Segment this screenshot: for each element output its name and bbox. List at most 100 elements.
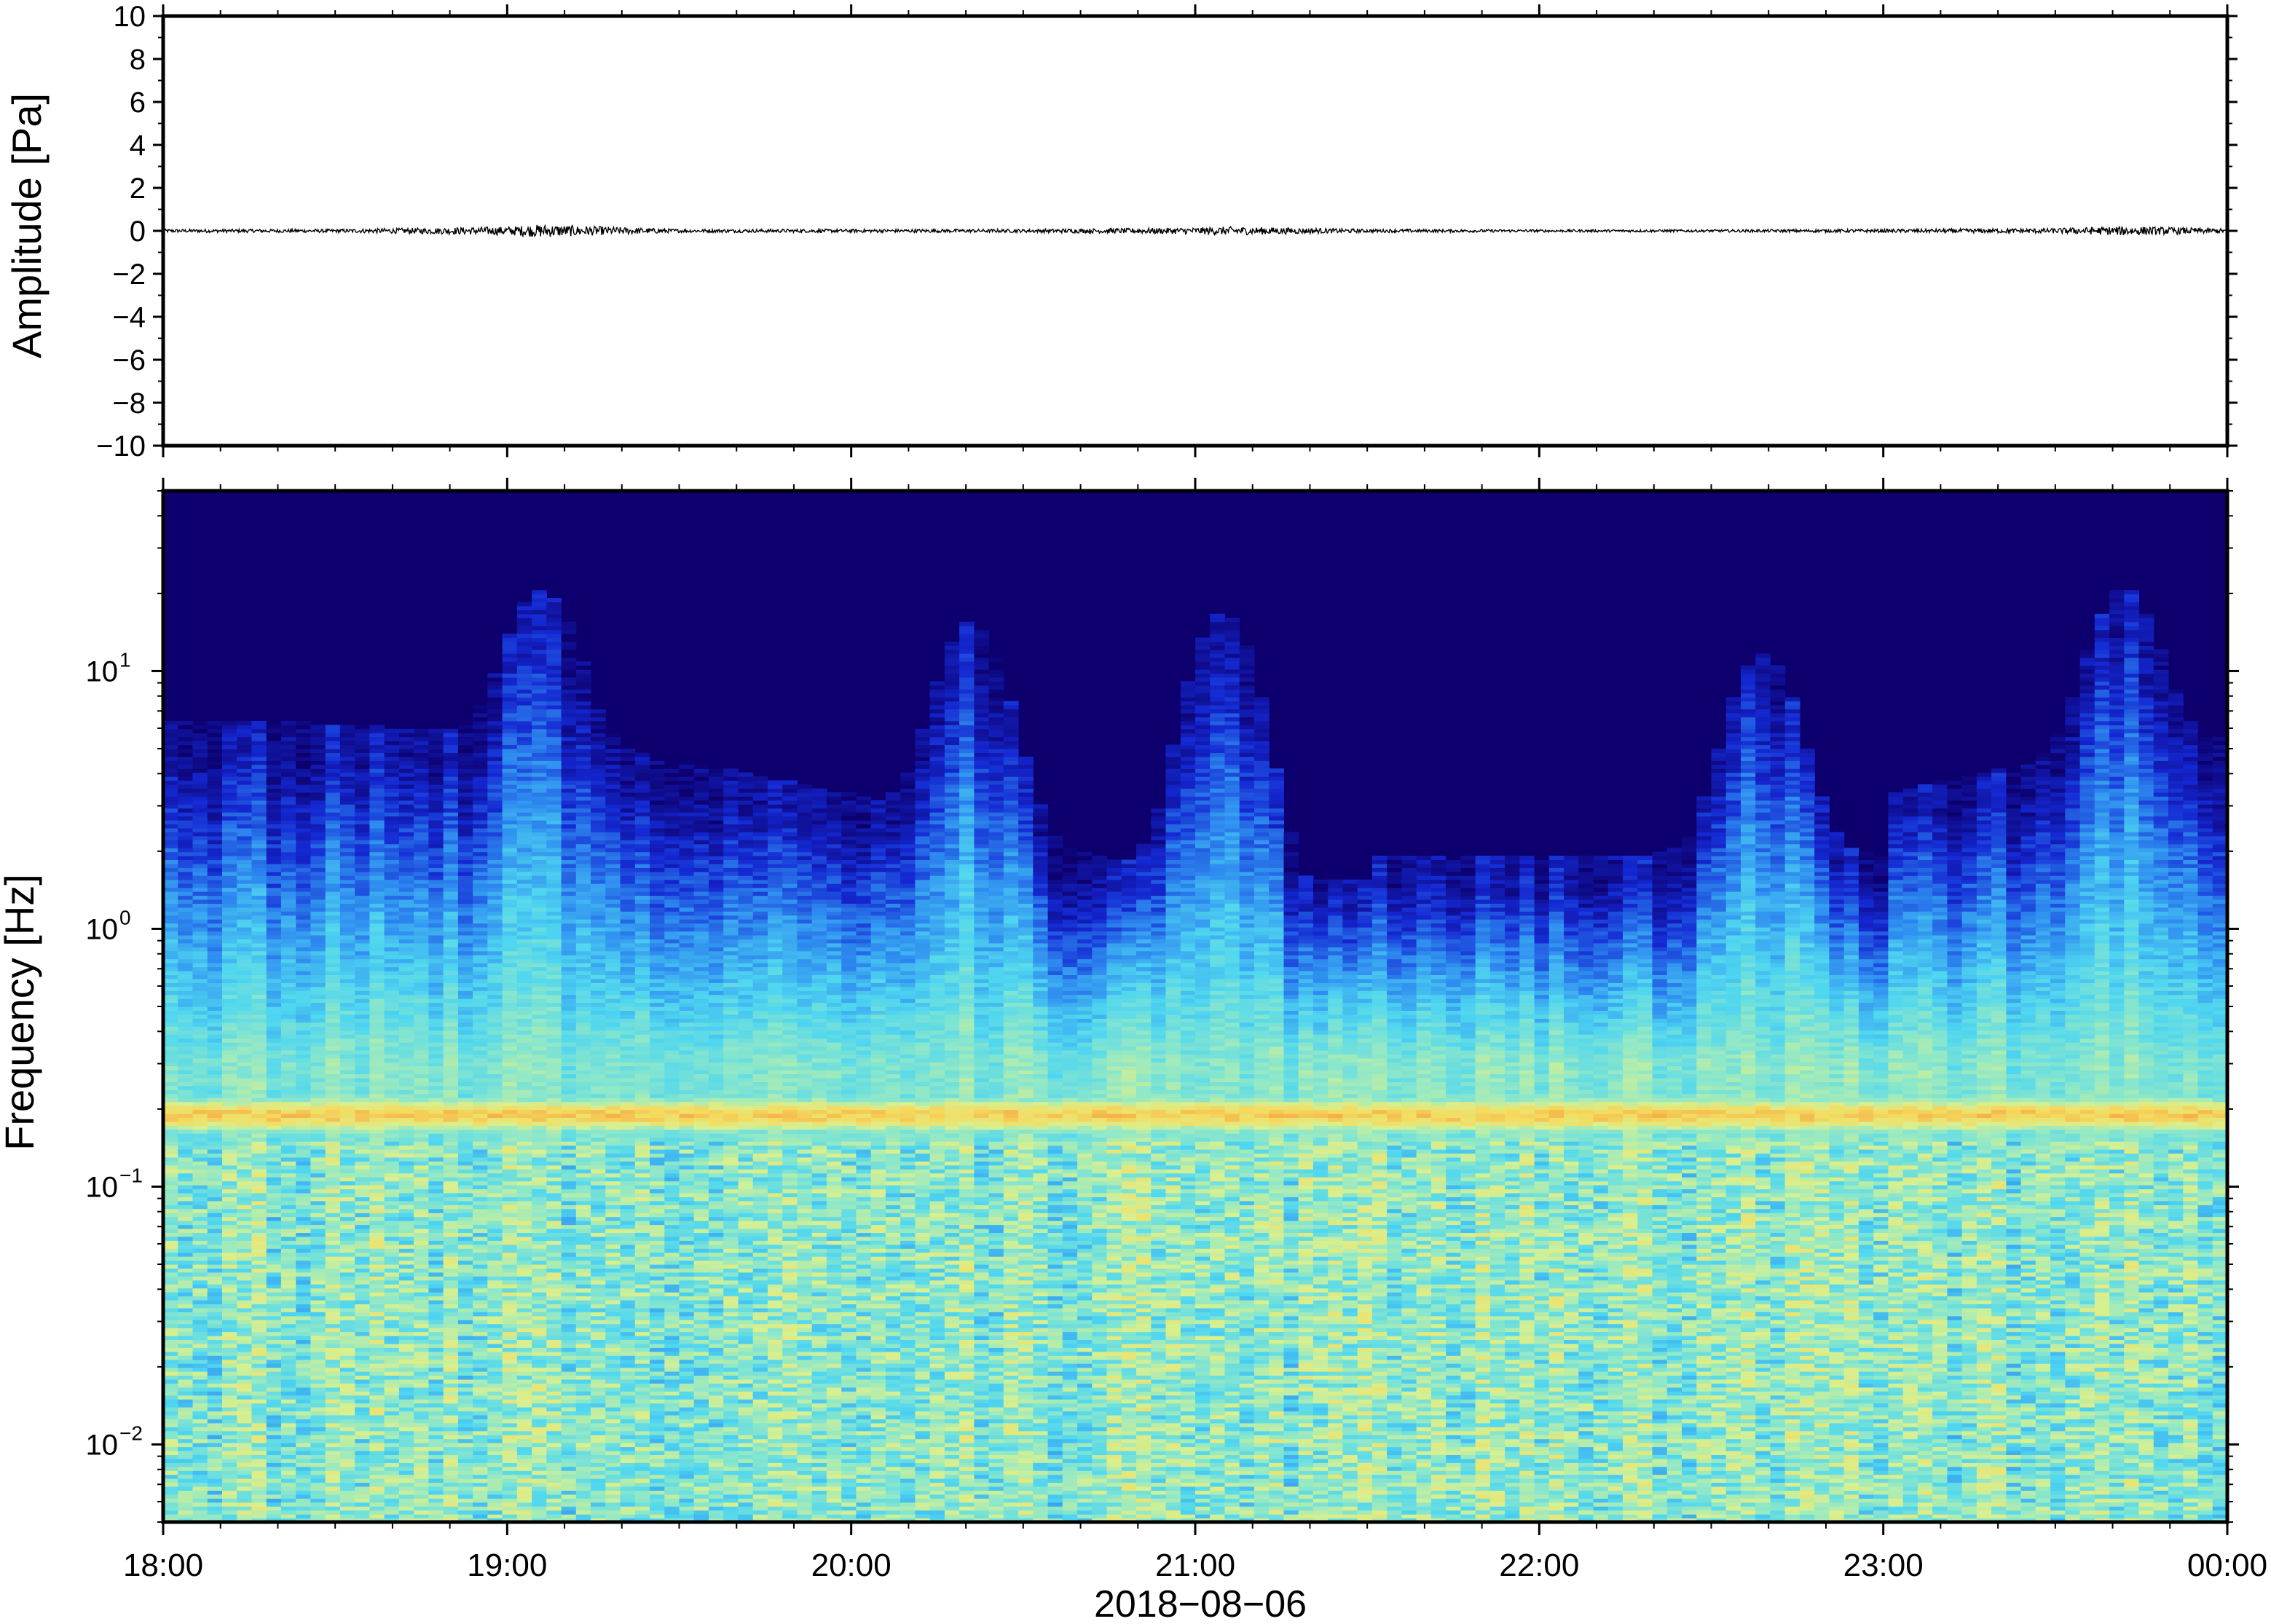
spectrogram-cell (355, 907, 370, 912)
spectrogram-cell (222, 963, 237, 968)
spectrogram-cell (487, 717, 503, 722)
spectrogram-cell (280, 1510, 296, 1515)
spectrogram-cell (355, 1383, 370, 1388)
spectrogram-cell (355, 971, 370, 975)
spectrogram-cell (355, 1244, 370, 1249)
spectrogram-cell (237, 1034, 252, 1039)
spectrogram-cell (251, 1331, 267, 1336)
spectrogram-cell (266, 1415, 282, 1419)
spectrogram-cell (502, 883, 518, 888)
spectrogram-cell (398, 1185, 414, 1190)
spectrogram-cell (207, 1101, 223, 1106)
spectrogram-cell (163, 875, 178, 880)
spectrogram-cell (310, 1331, 326, 1336)
spectrogram-cell (384, 1161, 400, 1166)
spectrogram-cell (325, 1395, 341, 1400)
spectrogram-cell (222, 1153, 237, 1158)
spectrogram-cell (280, 1315, 296, 1320)
spectrogram-cell (369, 982, 385, 988)
spectrogram-cell (414, 879, 429, 884)
spectrogram-cell (502, 1046, 518, 1051)
spectrogram-cell (192, 1018, 208, 1023)
spectrogram-cell (384, 744, 400, 749)
spectrogram-cell (473, 1078, 488, 1082)
spectrogram-cell (280, 1300, 296, 1304)
spectrogram-cell (251, 958, 267, 963)
spectrogram-cell (280, 923, 296, 928)
spectrogram-cell (443, 1205, 459, 1210)
spectrogram-cell (325, 1030, 341, 1035)
spectrogram-cell (237, 1395, 252, 1400)
spectrogram-cell (428, 1034, 444, 1039)
spectrogram-cell (207, 1006, 223, 1011)
spectrogram-cell (428, 1038, 444, 1043)
spectrogram-cell (384, 1205, 400, 1210)
spectrogram-cell (237, 1026, 252, 1031)
spectrogram-cell (473, 741, 488, 746)
spectrogram-cell (163, 1371, 178, 1376)
spectrogram-cell (457, 1240, 473, 1245)
spectrogram-cell (502, 966, 518, 971)
spectrogram-cell (473, 1280, 488, 1285)
spectrogram-cell (266, 1133, 282, 1138)
spectrogram-cell (339, 958, 355, 963)
spectrogram-cell (428, 1435, 444, 1440)
spectrogram-cell (473, 816, 488, 821)
spectrogram-cell (398, 1446, 414, 1451)
spectrogram-cell (266, 1145, 282, 1150)
spectrogram-cell (339, 1379, 355, 1384)
spectrogram-cell (222, 768, 237, 773)
spectrogram-cell (251, 1276, 267, 1281)
spectrogram-cell (192, 1438, 208, 1443)
spectrogram-cell (163, 788, 178, 793)
spectrogram-cell (414, 899, 429, 904)
spectrogram-cell (251, 756, 267, 761)
spectrogram-cell (266, 1172, 282, 1178)
spectrogram-cell (443, 776, 459, 781)
spectrogram-cell (369, 1296, 385, 1301)
spectrogram-cell (178, 1193, 193, 1197)
spectrogram-cell (296, 1062, 311, 1067)
spectrogram-cell (266, 752, 282, 757)
spectrogram-cell (457, 1395, 473, 1400)
spectrogram-cell (325, 895, 341, 900)
spectrogram-cell (473, 1054, 488, 1059)
spectrogram-cell (163, 907, 178, 912)
spectrogram-cell (487, 1236, 503, 1241)
spectrogram-cell (487, 1002, 503, 1007)
spectrogram-cell (222, 1244, 237, 1249)
spectrogram-cell (398, 1046, 414, 1051)
spectrogram-cell (325, 804, 341, 809)
spectrogram-cell (325, 1089, 341, 1095)
spectrogram-cell (325, 1109, 341, 1114)
spectrogram-cell (487, 1213, 503, 1218)
spectrogram-cell (502, 808, 518, 813)
spectrogram-cell (207, 1506, 223, 1511)
spectrogram-cell (398, 804, 414, 809)
spectrogram-cell (222, 1046, 237, 1051)
spectrogram-cell (384, 1375, 400, 1380)
spectrogram-cell (502, 856, 518, 860)
spectrogram-cell (473, 1085, 488, 1090)
spectrogram-cell (487, 863, 503, 868)
spectrogram-cell (414, 1177, 429, 1182)
spectrogram-cell (414, 867, 429, 872)
spectrogram-cell (443, 1065, 459, 1071)
spectrogram-cell (339, 1002, 355, 1007)
spectrogram-cell (414, 827, 429, 832)
spectrogram-cell (310, 1014, 326, 1019)
spectrogram-cell (339, 796, 355, 801)
spectrogram-cell (266, 958, 282, 963)
spectrogram-cell (325, 1002, 341, 1007)
spectrogram-cell (473, 1367, 488, 1372)
spectrogram-cell (178, 1363, 193, 1368)
spectrogram-cell (457, 966, 473, 971)
spectrogram-cell (339, 1125, 355, 1130)
spectrogram-cell (428, 1010, 444, 1015)
spectrogram-cell (310, 1236, 326, 1241)
spectrogram-cell (280, 1002, 296, 1007)
spectrogram-cell (325, 982, 341, 988)
spectrogram-cell (428, 907, 444, 912)
spectrogram-cell (207, 986, 223, 991)
spectrogram-cell (384, 1328, 400, 1333)
